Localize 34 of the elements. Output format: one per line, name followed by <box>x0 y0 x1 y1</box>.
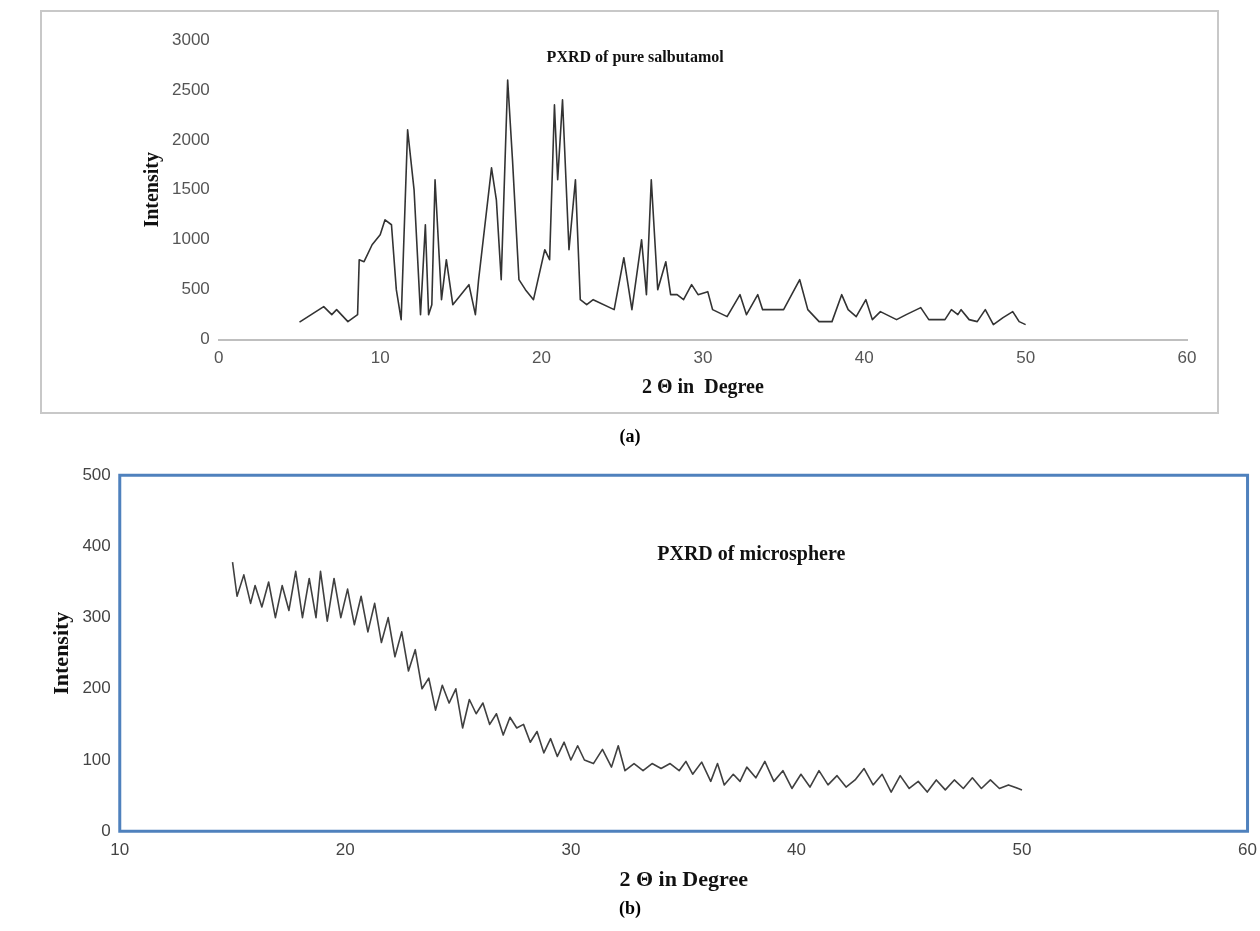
x-tick-label: 0 <box>214 348 224 368</box>
y-tick-label: 1000 <box>171 229 210 249</box>
x-tick-label: 20 <box>532 348 552 368</box>
y-axis-title: Intensity <box>140 152 164 228</box>
x-tick-label: 30 <box>561 840 581 860</box>
y-tick-label: 200 <box>82 678 111 698</box>
x-tick-label: 10 <box>370 348 390 368</box>
text: PXRD of pure salbutamol <box>546 48 725 67</box>
y-tick-label: 0 <box>200 329 210 349</box>
x-tick-label: 10 <box>110 840 130 860</box>
text: (a) <box>618 426 642 447</box>
y-tick-label: 500 <box>181 279 210 299</box>
y-tick-label: 100 <box>82 749 111 769</box>
x-tick-label: 50 <box>1012 840 1032 860</box>
x-axis-title: 2 Θ in Degree <box>642 375 764 399</box>
x-tick-label: 50 <box>1016 348 1036 368</box>
x-tick-label: 40 <box>854 348 874 368</box>
y-tick-label: 0 <box>101 820 111 840</box>
x-tick-label: 30 <box>693 348 713 368</box>
y-tick-label: 400 <box>82 536 111 556</box>
y-tick-label: 300 <box>82 607 111 627</box>
text: PXRD of microsphere <box>657 542 846 566</box>
x-tick-label: 60 <box>1177 348 1197 368</box>
y-tick-label: 3000 <box>171 29 210 49</box>
x-tick-label: 60 <box>1238 840 1258 860</box>
text: (b) <box>618 898 642 919</box>
x-tick-label: 40 <box>786 840 806 860</box>
y-tick-label: 500 <box>82 464 111 484</box>
x-axis-title: 2 Θ in Degree <box>619 866 749 892</box>
y-tick-label: 2500 <box>171 79 210 99</box>
y-tick-label: 2000 <box>171 129 210 149</box>
y-axis-title: Intensity <box>47 611 73 695</box>
x-tick-label: 20 <box>335 840 355 860</box>
y-tick-label: 1500 <box>171 179 210 199</box>
